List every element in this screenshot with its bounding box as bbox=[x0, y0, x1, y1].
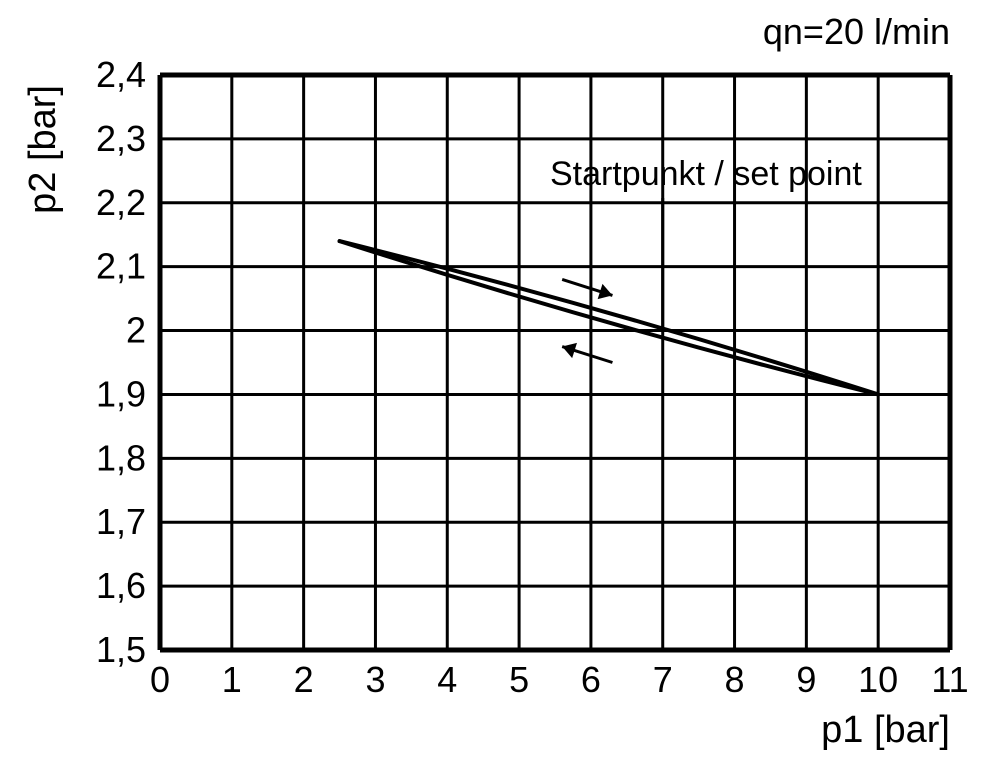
x-tick-label: 11 bbox=[931, 659, 968, 700]
x-tick-label: 8 bbox=[725, 659, 745, 700]
x-tick-label: 9 bbox=[796, 659, 816, 700]
y-tick-label: 1,8 bbox=[96, 437, 146, 478]
x-tick-label: 1 bbox=[222, 659, 242, 700]
y-tick-label: 1,5 bbox=[96, 629, 146, 670]
x-tick-label: 5 bbox=[509, 659, 529, 700]
y-tick-label: 2,2 bbox=[96, 182, 146, 223]
x-tick-label: 4 bbox=[437, 659, 457, 700]
y-tick-label: 2,4 bbox=[96, 54, 146, 95]
y-tick-label: 2,3 bbox=[96, 118, 146, 159]
x-tick-label: 0 bbox=[150, 659, 170, 700]
x-tick-label: 6 bbox=[581, 659, 601, 700]
x-tick-label: 3 bbox=[365, 659, 385, 700]
y-tick-label: 2 bbox=[126, 310, 146, 351]
y-axis-label: p2 [bar] bbox=[22, 85, 64, 214]
setpoint-label: Startpunkt / set point bbox=[550, 155, 862, 193]
x-axis-label: p1 [bar] bbox=[821, 709, 950, 751]
pressure-hysteresis-chart: 0 1 2 3 4 5 6 7 8 9 10 11 1,5 1,6 1,7 1,8 1,9 2 2,1 2,2 2,3 2… bbox=[0, 0, 1000, 764]
header-note: qn=20 l/min bbox=[763, 11, 950, 52]
x-tick-label: 10 bbox=[858, 659, 898, 700]
y-tick-label: 1,9 bbox=[96, 373, 146, 414]
x-tick-label: 2 bbox=[294, 659, 314, 700]
y-tick-label: 1,6 bbox=[96, 565, 146, 606]
y-tick-label: 1,7 bbox=[96, 501, 146, 542]
x-tick-label: 7 bbox=[653, 659, 673, 700]
y-tick-label: 2,1 bbox=[96, 246, 146, 287]
